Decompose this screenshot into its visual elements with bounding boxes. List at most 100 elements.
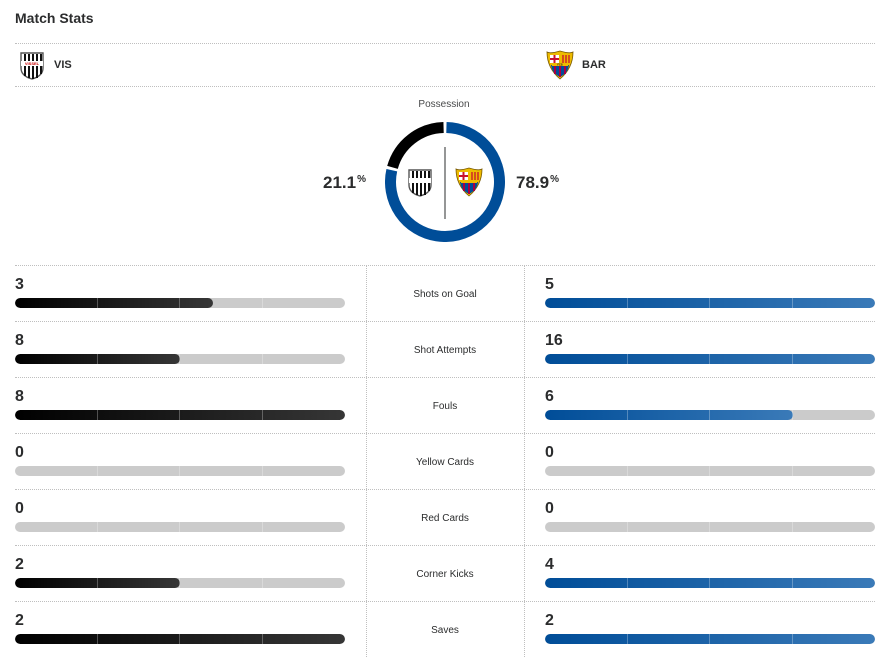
bar-segment-divider [179, 634, 180, 644]
home-possession-arc [387, 122, 444, 170]
vissel-crest-text: VISSEL [25, 61, 40, 66]
stat-label: Yellow Cards [416, 457, 474, 468]
away-stat-bar [545, 354, 875, 364]
bar-segment-divider [97, 634, 98, 644]
home-stat-bar [15, 578, 345, 588]
column-divider [366, 377, 367, 433]
home-stat-value: 8 [15, 388, 24, 405]
home-stat-bar [15, 410, 345, 420]
page-title: Match Stats [15, 10, 94, 26]
away-stat-value: 4 [545, 556, 554, 573]
home-stat-value: 0 [15, 444, 24, 461]
stat-row: 2 Saves 2 [15, 601, 875, 657]
away-stat-value: 0 [545, 500, 554, 517]
bar-segment-divider [97, 410, 98, 420]
home-stat-bar-fill [15, 634, 345, 644]
column-divider [366, 265, 367, 321]
bar-segment-divider [97, 466, 98, 476]
divider [15, 601, 875, 602]
away-stat-bar-fill [545, 578, 875, 588]
away-stat-bar [545, 634, 875, 644]
bar-segment-divider [709, 634, 710, 644]
bar-segment-divider [709, 298, 710, 308]
bar-segment-divider [262, 354, 263, 364]
column-divider [524, 321, 525, 377]
home-stat-value: 0 [15, 500, 24, 517]
stat-label: Red Cards [421, 513, 469, 524]
home-stat-value: 2 [15, 556, 24, 573]
stat-row: 3 Shots on Goal 5 [15, 265, 875, 321]
bar-segment-divider [262, 578, 263, 588]
stat-row: 8 Fouls 6 [15, 377, 875, 433]
divider [15, 86, 875, 87]
column-divider [366, 489, 367, 545]
away-stat-bar [545, 410, 875, 420]
bar-segment-divider [97, 522, 98, 532]
bar-segment-divider [792, 522, 793, 532]
home-stat-value: 3 [15, 276, 24, 293]
away-stat-value: 0 [545, 444, 554, 461]
bar-segment-divider [627, 298, 628, 308]
away-stat-value: 5 [545, 276, 554, 293]
away-stat-value: 16 [545, 332, 563, 349]
column-divider [524, 489, 525, 545]
home-team[interactable]: VISSEL VIS [18, 50, 72, 80]
divider [15, 377, 875, 378]
bar-segment-divider [262, 466, 263, 476]
column-divider [366, 545, 367, 601]
bar-segment-divider [627, 522, 628, 532]
divider [15, 433, 875, 434]
divider [15, 43, 875, 44]
stat-row: 0 Red Cards 0 [15, 489, 875, 545]
column-divider [366, 433, 367, 489]
bar-segment-divider [262, 634, 263, 644]
bar-segment-divider [262, 410, 263, 420]
away-stat-bar [545, 466, 875, 476]
home-possession-value: 21.1% [323, 173, 366, 192]
bar-segment-divider [262, 522, 263, 532]
home-stat-bar-fill [15, 354, 180, 364]
divider [15, 545, 875, 546]
bar-segment-divider [97, 298, 98, 308]
possession-donut-chart [385, 122, 505, 242]
stat-label: Shots on Goal [413, 289, 477, 300]
away-stat-bar-fill [545, 410, 793, 420]
column-divider [366, 601, 367, 657]
home-stat-bar [15, 522, 345, 532]
away-stat-bar [545, 522, 875, 532]
away-possession-arc [385, 122, 505, 242]
bar-segment-divider [179, 466, 180, 476]
possession-label: Possession [418, 99, 470, 110]
bar-segment-divider [792, 466, 793, 476]
bar-segment-divider [792, 354, 793, 364]
home-stat-bar [15, 354, 345, 364]
column-divider [366, 321, 367, 377]
bar-segment-divider [627, 578, 628, 588]
home-stat-bar-fill [15, 410, 345, 420]
column-divider [524, 377, 525, 433]
column-divider [524, 545, 525, 601]
divider [15, 489, 875, 490]
stat-row: 0 Yellow Cards 0 [15, 433, 875, 489]
stat-label: Corner Kicks [416, 569, 474, 580]
home-stat-bar-fill [15, 578, 180, 588]
divider [15, 265, 875, 266]
stat-label: Saves [431, 625, 459, 636]
bar-segment-divider [627, 410, 628, 420]
bar-segment-divider [627, 466, 628, 476]
away-stat-value: 2 [545, 612, 554, 629]
away-stat-bar-fill [545, 354, 875, 364]
bar-segment-divider [709, 578, 710, 588]
away-stat-bar [545, 578, 875, 588]
away-stat-bar-fill [545, 634, 875, 644]
bar-segment-divider [709, 354, 710, 364]
away-team[interactable]: FCB BAR [546, 50, 606, 80]
away-stat-value: 6 [545, 388, 554, 405]
stat-label: Shot Attempts [413, 345, 477, 356]
bar-segment-divider [627, 354, 628, 364]
barcelona-crest-icon [455, 167, 483, 197]
stat-row: 2 Corner Kicks 4 [15, 545, 875, 601]
bar-segment-divider [97, 354, 98, 364]
away-possession-value: 78.9% [516, 173, 559, 192]
bar-segment-divider [792, 578, 793, 588]
